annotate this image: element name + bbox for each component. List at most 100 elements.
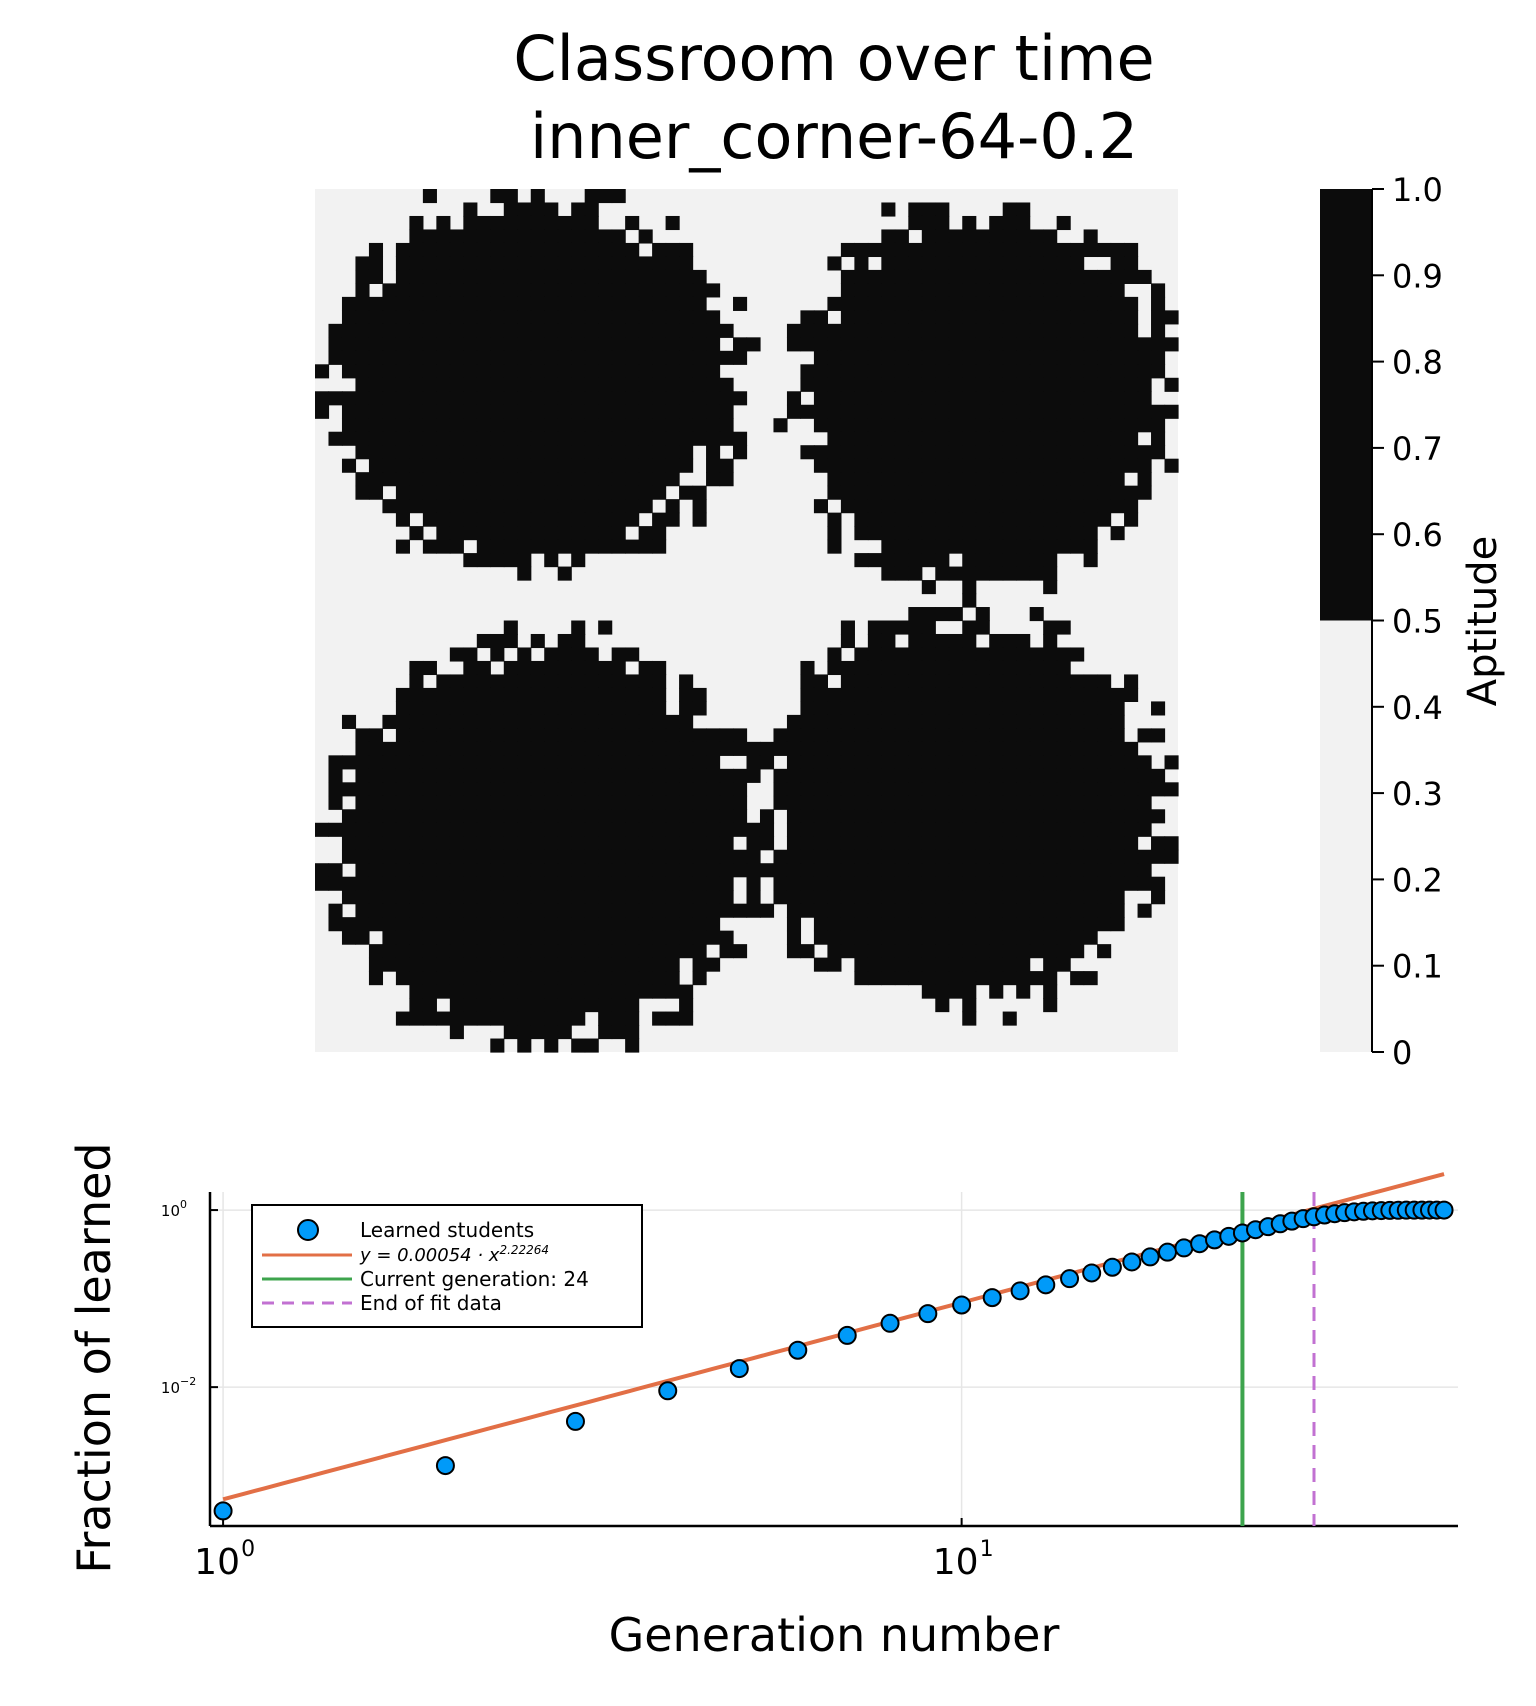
heatmap-cell bbox=[894, 647, 909, 662]
heatmap-cell bbox=[652, 849, 667, 864]
heatmap-cell bbox=[854, 809, 869, 824]
heatmap-cell bbox=[355, 445, 370, 460]
heatmap-cell bbox=[341, 849, 357, 864]
heatmap-cell bbox=[584, 431, 599, 446]
heatmap-cell bbox=[894, 364, 909, 379]
heatmap-cell bbox=[409, 903, 424, 918]
heatmap-cell bbox=[894, 391, 909, 406]
heatmap-cell bbox=[1151, 404, 1166, 419]
heatmap-cell bbox=[1016, 890, 1031, 905]
colorbar: 00.10.20.30.40.50.60.70.80.91.0 Aptitude bbox=[1320, 171, 1506, 1072]
heatmap-cell bbox=[800, 876, 815, 891]
heatmap-cell bbox=[598, 377, 613, 392]
heatmap-cell bbox=[476, 391, 491, 406]
heatmap-cell bbox=[328, 782, 343, 797]
heatmap-cell bbox=[962, 984, 977, 999]
heatmap-cell bbox=[382, 890, 397, 905]
heatmap-cell bbox=[921, 350, 936, 365]
heatmap-cell bbox=[625, 674, 640, 689]
scatter-point bbox=[1010, 1281, 1030, 1301]
heatmap-cell bbox=[598, 701, 613, 716]
heatmap-cell bbox=[719, 458, 734, 473]
heatmap-cell bbox=[813, 728, 828, 743]
heatmap-cell bbox=[1110, 472, 1125, 487]
heatmap-cell bbox=[449, 782, 464, 797]
heatmap-cell bbox=[1110, 445, 1125, 460]
heatmap-cell bbox=[490, 930, 505, 945]
heatmap-cell bbox=[1002, 890, 1017, 905]
heatmap-cell bbox=[921, 903, 936, 918]
heatmap-cell bbox=[962, 391, 977, 406]
heatmap-cell bbox=[490, 822, 505, 837]
heatmap-cell bbox=[463, 822, 478, 837]
heatmap-cell bbox=[328, 903, 343, 918]
heatmap-cell bbox=[422, 404, 437, 419]
heatmap-cell bbox=[894, 539, 909, 554]
heatmap-cell bbox=[490, 539, 505, 554]
heatmap-cell bbox=[544, 526, 559, 541]
heatmap-cell bbox=[1016, 377, 1031, 392]
heatmap-cell bbox=[1043, 930, 1058, 945]
heatmap-cell bbox=[557, 701, 572, 716]
heatmap-cell bbox=[800, 404, 815, 419]
heatmap-cell bbox=[854, 930, 869, 945]
heatmap-cell bbox=[840, 701, 855, 716]
heatmap-cell bbox=[692, 364, 707, 379]
heatmap-cell bbox=[368, 903, 384, 918]
heatmap-cell bbox=[908, 701, 923, 716]
heatmap-cell bbox=[530, 890, 545, 905]
heatmap-cell bbox=[530, 863, 545, 878]
heatmap-cell bbox=[692, 903, 707, 918]
heatmap-cell bbox=[692, 755, 707, 770]
heatmap-cell bbox=[948, 903, 963, 918]
heatmap-cell bbox=[679, 687, 694, 702]
heatmap-cell bbox=[1043, 917, 1058, 932]
heatmap-cell bbox=[395, 903, 410, 918]
heatmap-cell bbox=[908, 890, 923, 905]
heatmap-cell bbox=[409, 660, 424, 676]
heatmap-cell bbox=[355, 269, 370, 284]
heatmap-cell bbox=[1029, 930, 1044, 945]
heatmap-cell bbox=[894, 350, 909, 365]
heatmap-cell bbox=[422, 310, 437, 325]
heatmap-cell bbox=[1016, 795, 1031, 810]
heatmap-cell bbox=[813, 822, 828, 837]
heatmap-cell bbox=[962, 1011, 977, 1026]
heatmap-cell bbox=[476, 364, 491, 379]
heatmap-cell bbox=[854, 485, 869, 500]
heatmap-cell bbox=[1056, 499, 1071, 514]
heatmap-cell bbox=[1029, 876, 1044, 891]
heatmap-cell bbox=[368, 876, 384, 891]
heatmap-cell bbox=[530, 971, 545, 986]
heatmap-cell bbox=[1043, 782, 1058, 797]
heatmap-cell bbox=[800, 890, 815, 905]
heatmap-cell bbox=[692, 283, 707, 298]
heatmap-cell bbox=[935, 431, 950, 446]
heatmap-cell bbox=[571, 944, 586, 959]
heatmap-cell bbox=[989, 229, 1004, 244]
heatmap-cell bbox=[625, 350, 640, 365]
heatmap-cell bbox=[908, 714, 923, 729]
heatmap-cell bbox=[503, 903, 518, 918]
heatmap-cell bbox=[449, 1011, 464, 1026]
heatmap-cell bbox=[894, 660, 909, 676]
heatmap-cell bbox=[490, 431, 505, 446]
heatmap-cell bbox=[1151, 849, 1166, 864]
heatmap-cell bbox=[611, 445, 626, 460]
heatmap-cell bbox=[1083, 728, 1098, 743]
heatmap-cell bbox=[706, 404, 721, 419]
heatmap-cell bbox=[840, 728, 855, 743]
heatmap-cell bbox=[503, 741, 518, 756]
heatmap-cell bbox=[1056, 755, 1071, 770]
heatmap-cell bbox=[1002, 917, 1017, 932]
heatmap-cell bbox=[975, 701, 990, 716]
heatmap-cell bbox=[867, 863, 882, 878]
heatmap-cell bbox=[463, 229, 478, 244]
heatmap-cell bbox=[1016, 553, 1031, 568]
heatmap-cell bbox=[1164, 310, 1179, 325]
heatmap-cell bbox=[773, 863, 788, 878]
heatmap-cell bbox=[867, 714, 882, 729]
heatmap-cell bbox=[490, 526, 505, 541]
heatmap-cell bbox=[1137, 768, 1152, 783]
